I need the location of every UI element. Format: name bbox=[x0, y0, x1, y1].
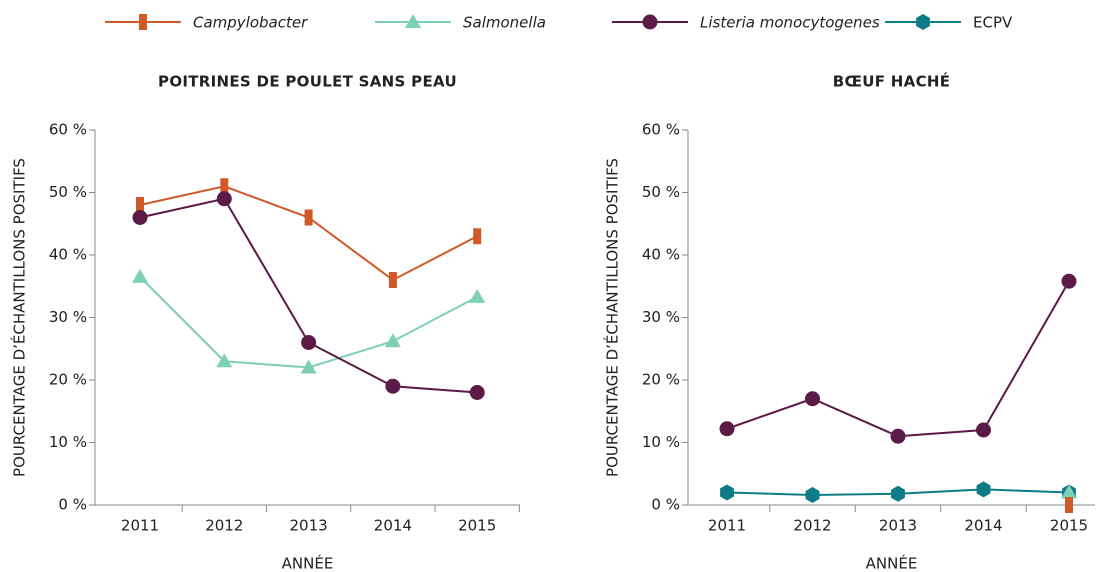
marker bbox=[916, 14, 930, 30]
marker bbox=[473, 228, 482, 245]
marker bbox=[216, 353, 233, 368]
y-tick-label: 0 % bbox=[651, 496, 680, 514]
marker bbox=[384, 333, 401, 348]
series-line bbox=[726, 280, 1070, 438]
marker bbox=[216, 191, 232, 207]
y-tick-label: 0 % bbox=[58, 496, 87, 514]
x-tick-label: 2014 bbox=[374, 517, 412, 535]
marker bbox=[388, 272, 397, 288]
marker bbox=[1065, 497, 1073, 513]
marker bbox=[132, 268, 148, 283]
y-tick-label: 40 % bbox=[49, 246, 87, 264]
marker bbox=[139, 14, 147, 30]
y-tick-label: 60 % bbox=[642, 121, 680, 139]
marker bbox=[891, 485, 905, 502]
chart-title: BŒUF HACHÉ bbox=[833, 72, 951, 91]
marker bbox=[385, 378, 401, 394]
marker bbox=[304, 209, 313, 226]
marker bbox=[405, 14, 421, 28]
x-tick-label: 2015 bbox=[458, 517, 496, 535]
y-tick-label: 50 % bbox=[49, 183, 87, 201]
marker bbox=[890, 428, 906, 444]
marker bbox=[642, 14, 658, 30]
y-tick-label: 40 % bbox=[642, 246, 680, 264]
x-axis-label: ANNÉE bbox=[282, 554, 334, 572]
series-line bbox=[139, 185, 478, 282]
x-axis-label: ANNÉE bbox=[866, 554, 918, 572]
marker bbox=[300, 359, 317, 374]
x-tick-label: 2013 bbox=[879, 517, 917, 535]
marker bbox=[805, 487, 820, 503]
y-axis-label: POURCENTAGE D’ÉCHANTILLONS POSITIFS bbox=[603, 158, 622, 477]
marker bbox=[720, 484, 734, 501]
marker bbox=[136, 197, 144, 213]
marker bbox=[805, 391, 820, 407]
marker bbox=[719, 421, 735, 437]
y-tick-label: 10 % bbox=[49, 433, 87, 451]
marker bbox=[220, 178, 229, 195]
x-tick-label: 2014 bbox=[964, 517, 1002, 535]
marker bbox=[1061, 484, 1077, 499]
legend-label: Campylobacter bbox=[193, 14, 308, 32]
legend-label: Salmonella bbox=[463, 14, 546, 32]
marker bbox=[469, 288, 486, 303]
y-tick-label: 20 % bbox=[49, 371, 87, 389]
y-axis-label: POURCENTAGE D’ÉCHANTILLONS POSITIFS bbox=[10, 158, 29, 477]
y-tick-label: 10 % bbox=[642, 433, 680, 451]
chart-title: POITRINES DE POULET SANS PEAU bbox=[158, 73, 457, 91]
x-tick-label: 2013 bbox=[290, 517, 328, 535]
y-tick-label: 50 % bbox=[642, 183, 680, 201]
y-tick-label: 30 % bbox=[642, 308, 680, 326]
marker bbox=[976, 481, 991, 498]
x-tick-label: 2015 bbox=[1050, 517, 1088, 535]
x-tick-label: 2012 bbox=[205, 517, 243, 535]
x-tick-label: 2011 bbox=[121, 517, 159, 535]
marker bbox=[301, 335, 317, 350]
series-line bbox=[139, 276, 478, 369]
x-tick-label: 2011 bbox=[708, 517, 746, 535]
marker bbox=[976, 422, 991, 438]
y-tick-label: 20 % bbox=[642, 371, 680, 389]
x-tick-label: 2012 bbox=[793, 517, 831, 535]
legend-label: ECPV bbox=[973, 14, 1013, 32]
y-tick-label: 30 % bbox=[49, 308, 87, 326]
marker bbox=[1061, 273, 1077, 289]
marker bbox=[469, 385, 485, 400]
legend-label: Listeria monocytogenes bbox=[700, 14, 880, 32]
marker bbox=[132, 210, 148, 225]
y-tick-label: 60 % bbox=[49, 121, 87, 139]
